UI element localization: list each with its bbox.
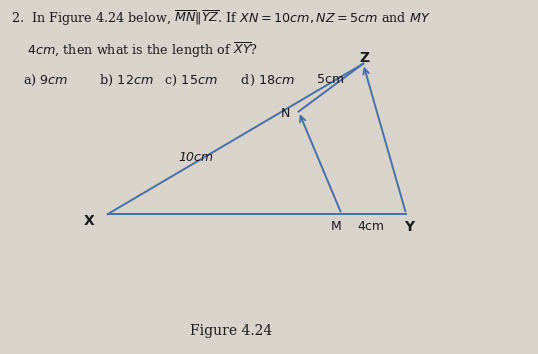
Text: 4cm: 4cm [358, 220, 385, 233]
Text: Figure 4.24: Figure 4.24 [190, 324, 272, 338]
Text: a) $9cm$        b) $12cm$   c) $15cm$      d) $18cm$: a) $9cm$ b) $12cm$ c) $15cm$ d) $18cm$ [11, 73, 295, 88]
Text: Y: Y [404, 219, 414, 234]
Text: N: N [280, 107, 290, 120]
Text: $4cm$, then what is the length of $\overline{XY}$?: $4cm$, then what is the length of $\over… [11, 41, 258, 60]
Text: 10cm: 10cm [179, 151, 214, 164]
Text: M: M [331, 220, 342, 233]
Text: Z: Z [360, 51, 370, 65]
Text: 2.  In Figure 4.24 below, $\overline{MN} \| \overline{YZ}$. If $XN = 10cm, NZ = : 2. In Figure 4.24 below, $\overline{MN} … [11, 9, 430, 28]
Text: 5cm: 5cm [317, 73, 344, 86]
Text: X: X [83, 214, 94, 228]
